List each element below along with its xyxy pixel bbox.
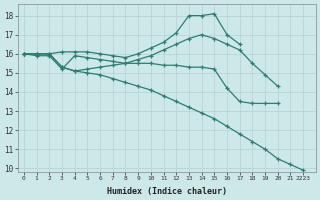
X-axis label: Humidex (Indice chaleur): Humidex (Indice chaleur) (107, 187, 227, 196)
